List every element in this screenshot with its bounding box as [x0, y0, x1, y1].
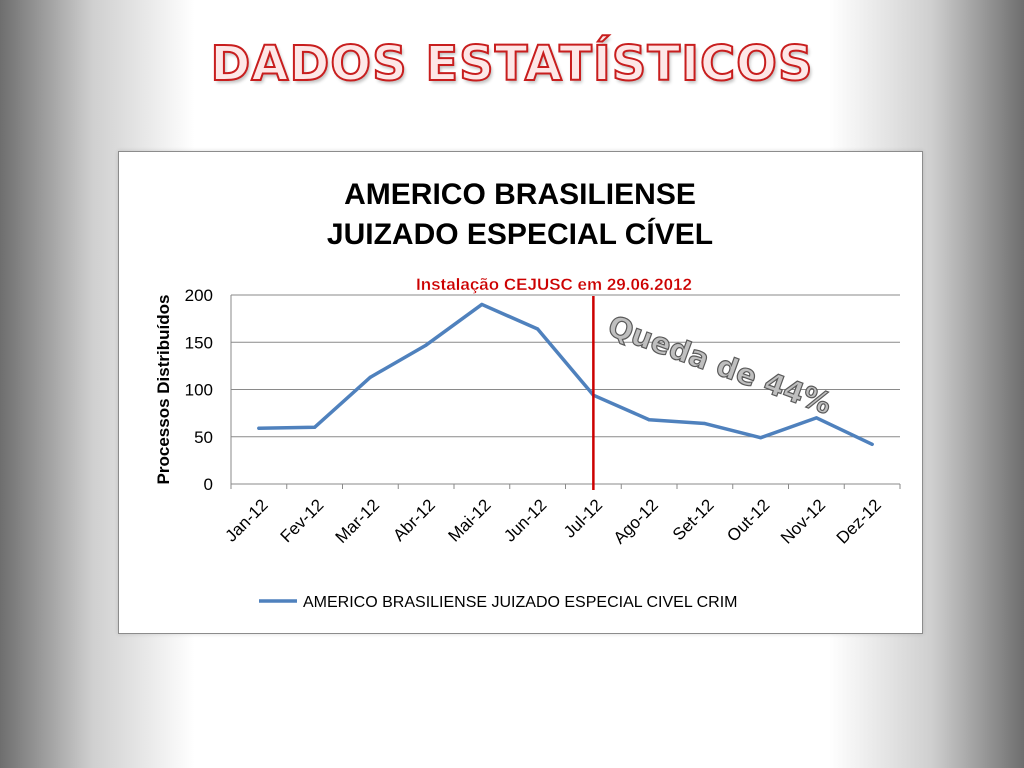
- chart-title-line: AMERICO BRASILIENSE: [344, 178, 696, 211]
- data-point: [814, 416, 818, 420]
- x-tick-label: Jan-12: [222, 495, 272, 545]
- x-tick-label: Abr-12: [389, 495, 439, 545]
- x-tick-label: Mai-12: [445, 495, 495, 545]
- x-tick-label: Jun-12: [500, 495, 550, 545]
- y-tick-label: 50: [194, 428, 213, 447]
- y-tick-label: 0: [204, 475, 213, 494]
- data-point: [870, 442, 874, 446]
- x-tick-label: Dez-12: [833, 495, 885, 547]
- data-point: [368, 375, 372, 379]
- line-chart: AMERICO BRASILIENSE JUIZADO ESPECIAL CÍVE…: [154, 178, 901, 611]
- data-point: [536, 327, 540, 331]
- cejusc-marker-label: Instalação CEJUSC em 29.06.2012: [416, 275, 692, 294]
- data-point: [759, 436, 763, 440]
- x-tick-label: Jul-12: [560, 495, 606, 541]
- drop-annotation: Queda de 44%: [604, 309, 837, 421]
- slide-title: DADOS ESTATÍSTICOS: [209, 35, 814, 93]
- data-point: [703, 421, 707, 426]
- series-line: [257, 302, 874, 447]
- chart-frame: AMERICO BRASILIENSE JUIZADO ESPECIAL CÍVE…: [118, 151, 923, 634]
- y-axis-label: Processos Distribuídos: [154, 295, 173, 485]
- x-tick-label: Ago-12: [610, 495, 662, 547]
- data-point: [313, 425, 317, 429]
- y-tick-label: 150: [185, 333, 213, 352]
- data-point: [647, 418, 651, 422]
- chart-title-line: JUIZADO ESPECIAL CÍVEL: [327, 217, 713, 251]
- x-tick-label: Mar-12: [332, 495, 384, 547]
- x-tick-label: Fev-12: [277, 495, 328, 546]
- y-tick-label: 200: [185, 286, 213, 305]
- data-point: [424, 343, 428, 347]
- data-point: [257, 426, 261, 430]
- y-tick-label: 100: [185, 381, 213, 400]
- data-point: [480, 302, 484, 307]
- x-tick-label: Nov-12: [777, 495, 829, 547]
- legend-label: AMERICO BRASILIENSE JUIZADO ESPECIAL CIV…: [303, 594, 737, 611]
- x-tick-label: Set-12: [669, 495, 718, 544]
- x-tick-label: Out-12: [723, 495, 773, 545]
